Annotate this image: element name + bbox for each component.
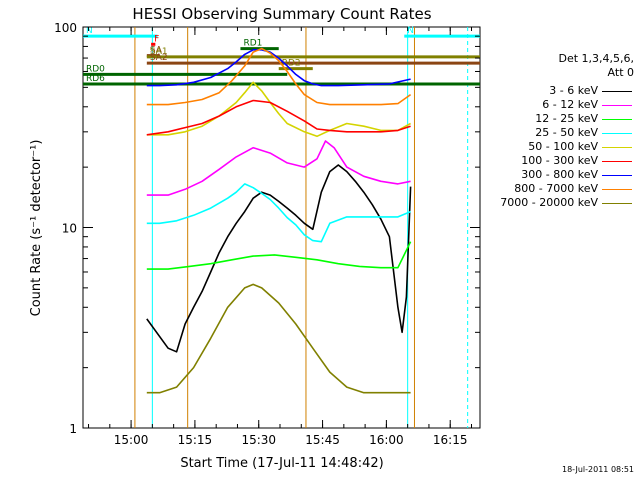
legend-label-1: 6 - 12 keV <box>542 98 598 111</box>
legend-swatch-4 <box>602 147 632 148</box>
series-lines <box>146 47 412 394</box>
annotation-label-5: SA2 <box>150 53 168 63</box>
legend-label-8: 7000 - 20000 keV <box>500 196 598 209</box>
legend-label-2: 12 - 25 keV <box>535 112 598 125</box>
legend-swatch-3 <box>602 133 632 134</box>
legend-item-3: 25 - 50 keV <box>484 126 634 140</box>
legend-label-7: 800 - 7000 keV <box>514 182 598 195</box>
legend-swatch-2 <box>602 119 632 120</box>
legend-item-1: 6 - 12 keV <box>484 98 634 112</box>
series-line-3 <box>146 183 411 243</box>
legend-label-0: 3 - 6 keV <box>549 84 598 97</box>
legend-swatch-8 <box>602 203 632 204</box>
legend-header-line-1: Det 1,3,4,5,6, <box>558 52 634 65</box>
annotation-label-1: N <box>407 26 414 36</box>
x-tick-label-4: 16:00 <box>369 433 404 447</box>
x-tick-label-1: 15:15 <box>178 433 213 447</box>
vertical-markers <box>134 27 469 428</box>
annotation-label-6: RD1 <box>243 39 262 49</box>
legend-header-line-2: Att 0 <box>607 66 634 79</box>
x-tick-label-5: 16:15 <box>433 433 468 447</box>
legend-item-8: 7000 - 20000 keV <box>484 196 634 210</box>
legend-item-6: 300 - 800 keV <box>484 168 634 182</box>
annotation-label-8: RD0 <box>86 64 105 74</box>
x-tick-label-0: 15:00 <box>114 433 149 447</box>
x-tick-label-2: 15:30 <box>241 433 276 447</box>
series-line-5 <box>146 99 411 136</box>
series-line-2 <box>146 241 412 270</box>
legend-label-6: 300 - 800 keV <box>521 168 598 181</box>
legend-swatch-6 <box>602 175 632 176</box>
series-line-4 <box>146 81 411 138</box>
y-axis-label: Count Rate (s⁻¹ detector⁻¹) <box>29 140 44 317</box>
axes-ticks: 15:00 15:15 15:30 15:45 16:00 16:15 1 10 100 <box>54 21 480 447</box>
footer-timestamp: 18-Jul-2011 08:51 <box>561 465 634 474</box>
chart-title: HESSI Observing Summary Count Rates <box>132 5 431 23</box>
legend-label-4: 50 - 100 keV <box>528 140 598 153</box>
annotation-label-3: SA <box>150 46 163 56</box>
legend-item-7: 800 - 7000 keV <box>484 182 634 196</box>
legend-item-2: 12 - 25 keV <box>484 112 634 126</box>
series-line-8 <box>146 283 411 394</box>
legend-item-0: 3 - 6 keV <box>484 84 634 98</box>
y-tick-label-0: 1 <box>69 422 77 436</box>
legend-label-5: 100 - 300 keV <box>521 154 598 167</box>
annotation-label-2: F <box>154 34 159 44</box>
series-line-6 <box>146 48 411 87</box>
y-tick-label-1: 10 <box>62 222 77 236</box>
legend-swatch-5 <box>602 161 632 162</box>
plot-frame <box>82 26 481 429</box>
series-line-0 <box>146 164 412 353</box>
legend-item-4: 50 - 100 keV <box>484 140 634 154</box>
legend-swatch-7 <box>602 189 632 190</box>
annotation-label-9: RD6 <box>86 74 105 84</box>
legend-label-3: 25 - 50 keV <box>535 126 598 139</box>
legend-item-5: 100 - 300 keV <box>484 154 634 168</box>
legend-rows: 3 - 6 keV 6 - 12 keV 12 - 25 keV 25 - 50 ke… <box>484 84 634 210</box>
annotation-label-4: SA1 <box>150 47 168 57</box>
x-tick-label-3: 15:45 <box>305 433 340 447</box>
y-tick-label-2: 100 <box>54 21 77 35</box>
legend: Det 1,3,4,5,6, Att 0 3 - 6 keV 6 - 12 keV… <box>484 52 634 210</box>
legend-swatch-0 <box>602 91 632 92</box>
annotation-label-0: N <box>86 26 93 36</box>
series-line-7 <box>146 47 412 106</box>
series-line-1 <box>146 140 411 196</box>
x-axis-label: Start Time (17-Jul-11 14:48:42) <box>180 456 383 471</box>
annotation-label-7: RD2 <box>282 59 301 69</box>
legend-swatch-1 <box>602 105 632 106</box>
